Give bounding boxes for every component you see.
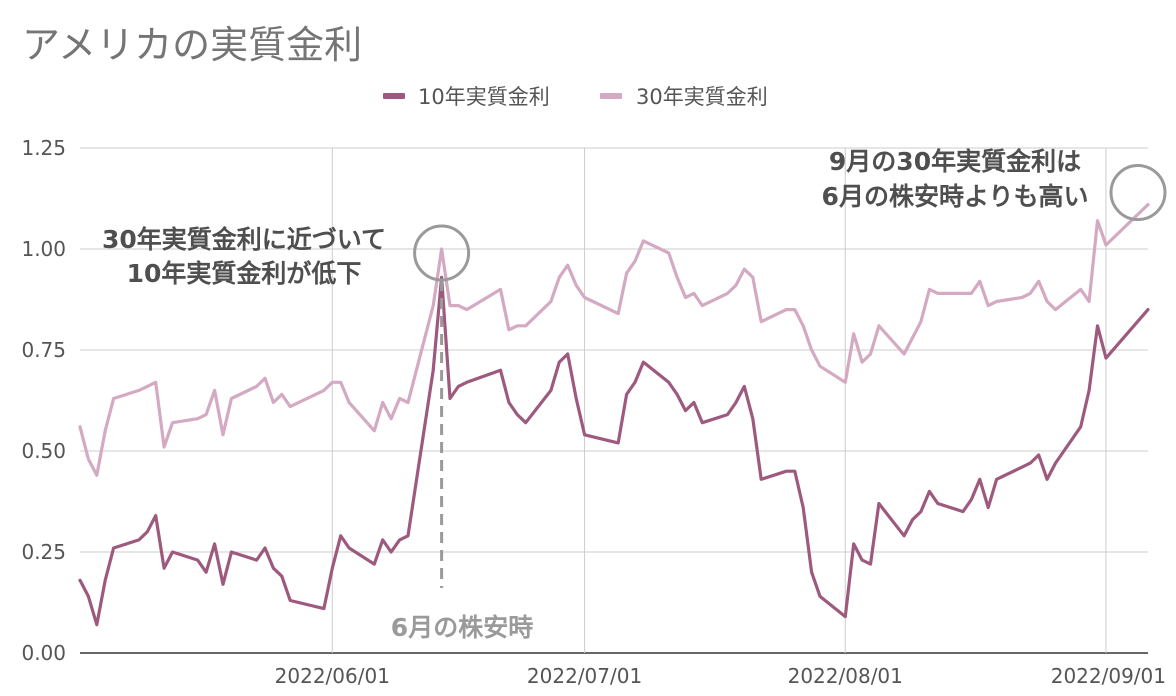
y-tick-label: 1.00 — [21, 237, 66, 261]
annotation-june-selloff-label: 6月の株安時 — [391, 613, 533, 642]
chart-title: アメリカの実質金利 — [22, 23, 363, 67]
legend-label-30y: 30年実質金利 — [636, 85, 768, 109]
legend-swatch-10y — [383, 93, 405, 99]
y-tick-label: 0.25 — [21, 540, 66, 564]
legend-label-10y: 10年実質金利 — [418, 85, 550, 109]
x-axis-ticks: 2022/06/01 2022/07/01 2022/08/01 2022/09/01 — [275, 664, 1166, 688]
annotation-june-line-1: 30年実質金利に近づいて — [102, 225, 386, 254]
grid — [80, 147, 1148, 654]
y-axis-ticks: 0.00 0.25 0.50 0.75 1.00 1.25 — [21, 136, 66, 665]
y-tick-label: 0.00 — [21, 641, 66, 665]
annotation-sep-line-1: 9月の30年実質金利は — [829, 147, 1081, 176]
legend: 10年実質金利 30年実質金利 — [383, 85, 768, 109]
x-tick-label: 2022/07/01 — [527, 664, 642, 688]
legend-swatch-30y — [600, 93, 622, 99]
annotation-sep-line-2: 6月の株安時よりも高い — [822, 182, 1089, 211]
series-line-10y — [78, 275, 1150, 627]
y-tick-label: 0.75 — [21, 338, 66, 362]
series-lines — [78, 203, 1150, 627]
annotations: 30年実質金利に近づいて 10年実質金利が低下 6月の株安時 9月の30年実質金… — [102, 147, 1167, 642]
x-tick-label: 2022/06/01 — [275, 664, 390, 688]
x-tick-label: 2022/09/01 — [1051, 664, 1166, 688]
legend-item-30y[interactable]: 30年実質金利 — [600, 85, 768, 109]
y-tick-label: 0.50 — [21, 439, 66, 463]
x-tick-label: 2022/08/01 — [788, 664, 903, 688]
y-tick-label: 1.25 — [21, 136, 66, 160]
annotation-june-line-2: 10年実質金利が低下 — [127, 259, 362, 288]
legend-item-10y[interactable]: 10年実質金利 — [383, 85, 550, 109]
series-line-30y — [78, 203, 1150, 477]
annotation-sep-circle — [1109, 164, 1167, 222]
